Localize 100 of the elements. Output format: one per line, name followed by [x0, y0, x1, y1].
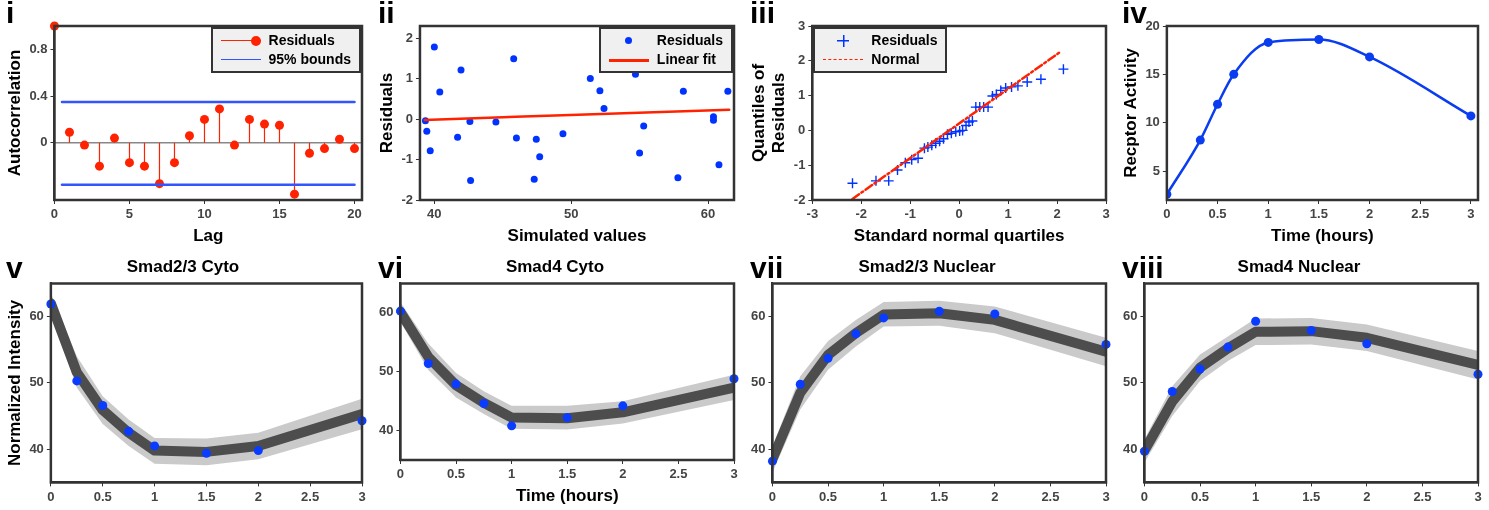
- y-axis-title: Residuals: [376, 72, 396, 154]
- text: v: [6, 251, 23, 285]
- x-tick-label: 1: [508, 466, 516, 482]
- x-tick-label: -2: [855, 206, 868, 222]
- chart-title: Smad4 Cyto: [505, 256, 605, 276]
- legend-label: Residuals: [268, 31, 335, 50]
- x-tick-label: 0.5: [1208, 206, 1227, 222]
- y-tick-label: 2: [405, 29, 413, 45]
- annotation: viii: [1122, 251, 1164, 285]
- x-axis-title: Time (hours): [1271, 226, 1374, 246]
- y-tick-label: 0.8: [29, 40, 48, 56]
- x-tick-label: 1.5: [197, 488, 216, 504]
- y-tick-label: 10: [1145, 114, 1160, 130]
- x-tick-label: 2: [254, 488, 262, 504]
- legend-label: Residuals: [871, 31, 938, 50]
- x-tick-label: 2.5: [301, 488, 320, 504]
- y-tick-label: 1: [405, 70, 413, 86]
- y-tick-label: -1: [401, 151, 413, 167]
- annotation: vii: [750, 251, 784, 285]
- y-tick-label: 1: [798, 87, 806, 103]
- x-tick-label: 60: [700, 206, 716, 222]
- text: iii: [750, 0, 776, 30]
- chart-title: Smad4 Nuclear: [1237, 256, 1361, 276]
- x-tick-label: 3: [730, 466, 738, 482]
- y-tick-label: 15: [1145, 65, 1160, 81]
- x-axis-title: Standard normal quartiles: [853, 226, 1065, 246]
- y-tick-label: 0: [405, 110, 413, 126]
- legend-label: 95% bounds: [268, 50, 351, 69]
- x-tick-label: 50: [563, 206, 579, 222]
- y-tick-label: 5: [1152, 162, 1160, 178]
- legend-label: Residuals: [656, 31, 723, 50]
- y-tick-label: 60: [29, 308, 44, 324]
- x-tick-label: 0.5: [93, 488, 112, 504]
- y-tick-label: -1: [793, 156, 806, 172]
- x-tick-label: 2.5: [669, 466, 688, 482]
- y-axis-title: Quantiles of Residuals: [748, 63, 789, 163]
- y-tick-label: 60: [1122, 308, 1138, 324]
- y-tick-label: 40: [750, 440, 766, 456]
- y-tick-label: 40: [29, 440, 44, 456]
- x-tick-label: 1: [1004, 206, 1012, 222]
- y-axis-title: Normalized Intensity: [4, 299, 24, 467]
- x-tick-label: 15: [272, 206, 287, 222]
- x-tick-label: 20: [347, 206, 362, 222]
- y-tick-label: 2: [798, 52, 806, 68]
- text: i: [6, 0, 15, 30]
- x-tick-label: 2.5: [1411, 206, 1430, 222]
- legend-label: Normal: [871, 50, 920, 69]
- x-tick-label: 0.5: [1191, 488, 1210, 504]
- x-tick-label: 40: [427, 206, 442, 222]
- y-tick-label: 60: [378, 304, 394, 320]
- y-axis-title: Recptor Activity: [1120, 47, 1140, 178]
- x-tick-label: 0: [50, 206, 59, 222]
- x-tick-label: 1.5: [558, 466, 577, 482]
- y-tick-label: 40: [1122, 440, 1138, 456]
- x-tick-label: 3: [1102, 206, 1110, 222]
- x-tick-label: 2: [991, 488, 999, 504]
- x-tick-label: 2: [619, 466, 627, 482]
- x-tick-label: 1: [880, 488, 888, 504]
- y-tick-label: 0.4: [29, 87, 49, 103]
- x-tick-label: 1: [1264, 206, 1272, 222]
- x-tick-label: 0.5: [819, 488, 838, 504]
- x-tick-label: 3: [1102, 488, 1110, 504]
- y-tick-label: 60: [750, 308, 766, 324]
- y-tick-label: 3: [798, 17, 806, 33]
- y-tick-label: 50: [750, 374, 766, 390]
- x-tick-label: 3: [1474, 488, 1482, 504]
- x-tick-label: -3: [806, 206, 819, 222]
- y-tick-label: -2: [793, 191, 806, 207]
- x-tick-label: 5: [125, 206, 134, 222]
- chart-title: Smad2/3 Cyto: [126, 256, 240, 276]
- chart-title: Smad2/3 Nuclear: [858, 256, 996, 276]
- x-tick-label: 3: [358, 488, 366, 504]
- x-tick-label: 0.5: [447, 466, 466, 482]
- x-tick-label: 1.5: [930, 488, 949, 504]
- y-tick-label: 50: [1122, 374, 1138, 390]
- y-axis-title: Autocorrelation: [4, 49, 24, 177]
- x-axis-title: Simulated values: [507, 226, 647, 246]
- x-tick-label: 0: [1163, 206, 1171, 222]
- x-tick-label: 0: [955, 206, 963, 222]
- annotation: vi: [378, 251, 404, 285]
- x-tick-label: -1: [904, 206, 917, 222]
- x-tick-label: 2: [1053, 206, 1061, 222]
- text: ii: [378, 0, 395, 30]
- y-tick-label: 50: [378, 363, 394, 379]
- y-tick-label: 50: [29, 374, 44, 390]
- y-tick-label: 0: [40, 134, 48, 150]
- y-tick-label: 20: [1145, 17, 1160, 33]
- y-tick-label: 0: [798, 121, 806, 137]
- x-tick-label: 10: [197, 206, 212, 222]
- x-tick-label: 1.5: [1302, 488, 1321, 504]
- x-tick-label: 1: [1252, 488, 1260, 504]
- x-tick-label: 2: [1363, 488, 1371, 504]
- y-tick-label: 40: [378, 422, 394, 438]
- x-tick-label: 1: [150, 488, 159, 504]
- y-tick-label: -2: [401, 191, 413, 207]
- x-tick-label: 0: [768, 488, 777, 504]
- x-tick-label: 1.5: [1309, 206, 1328, 222]
- x-tick-label: 3: [1467, 206, 1475, 222]
- x-tick-label: 2: [1365, 206, 1374, 222]
- x-tick-label: 2.5: [1041, 488, 1060, 504]
